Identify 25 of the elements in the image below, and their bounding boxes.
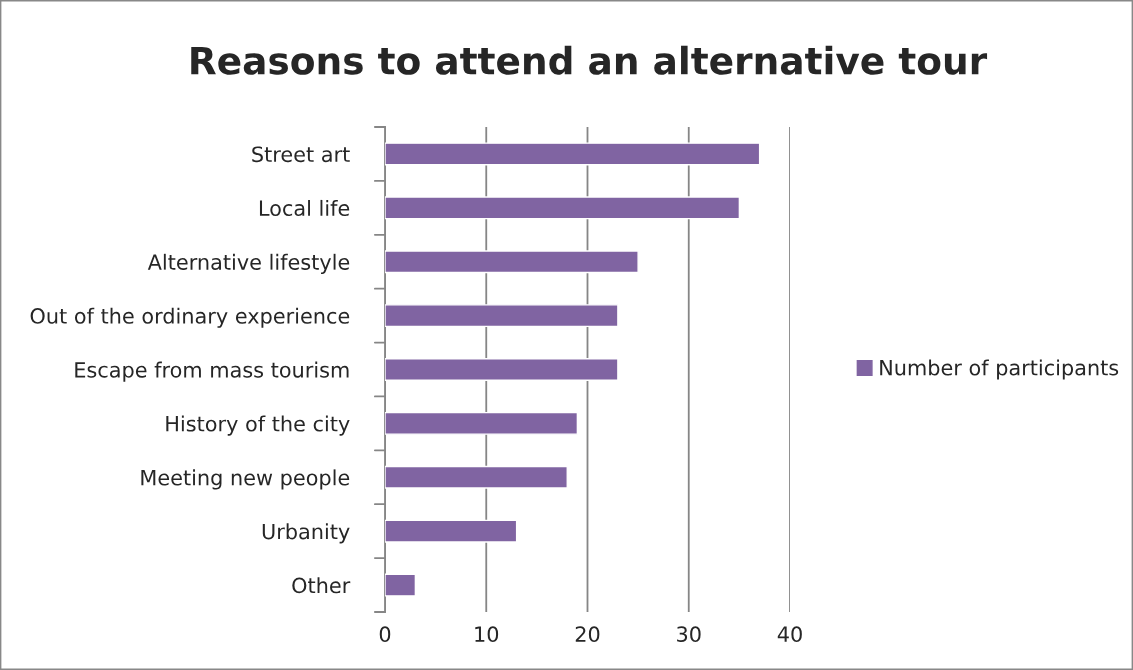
x-tick-label: 20 xyxy=(575,626,600,643)
y-tick-label: Urbanity xyxy=(262,523,350,544)
bar xyxy=(385,304,619,328)
x-tick-label: 0 xyxy=(379,626,391,643)
bar xyxy=(385,358,619,381)
y-tick-label: Alternative lifestyle xyxy=(147,253,350,274)
bar xyxy=(385,142,761,166)
bar xyxy=(385,519,518,543)
y-tick-label: History of the city xyxy=(166,415,350,436)
x-tick-label: 10 xyxy=(475,626,499,643)
y-tick-label: Escape from mass tourism xyxy=(75,361,349,382)
bar xyxy=(385,250,639,274)
bar xyxy=(385,411,579,435)
chart-title: Reasons to attend an alternative tour xyxy=(191,45,988,75)
x-tick-label: 30 xyxy=(677,626,701,643)
bar xyxy=(385,465,568,489)
x-tick-label: 40 xyxy=(777,626,802,643)
y-tick-label: Meeting new people xyxy=(141,469,350,490)
y-tick-label: Local life xyxy=(259,199,350,217)
legend-label: Number of participants xyxy=(880,359,1119,380)
bar xyxy=(385,196,741,220)
y-tick-label: Street art xyxy=(252,146,350,163)
y-tick-label: Other xyxy=(292,577,351,594)
y-tick-label: Out of the ordinary experience xyxy=(30,307,350,328)
bar xyxy=(385,573,417,597)
